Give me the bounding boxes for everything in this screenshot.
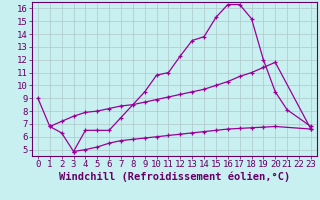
X-axis label: Windchill (Refroidissement éolien,°C): Windchill (Refroidissement éolien,°C) [59, 172, 290, 182]
